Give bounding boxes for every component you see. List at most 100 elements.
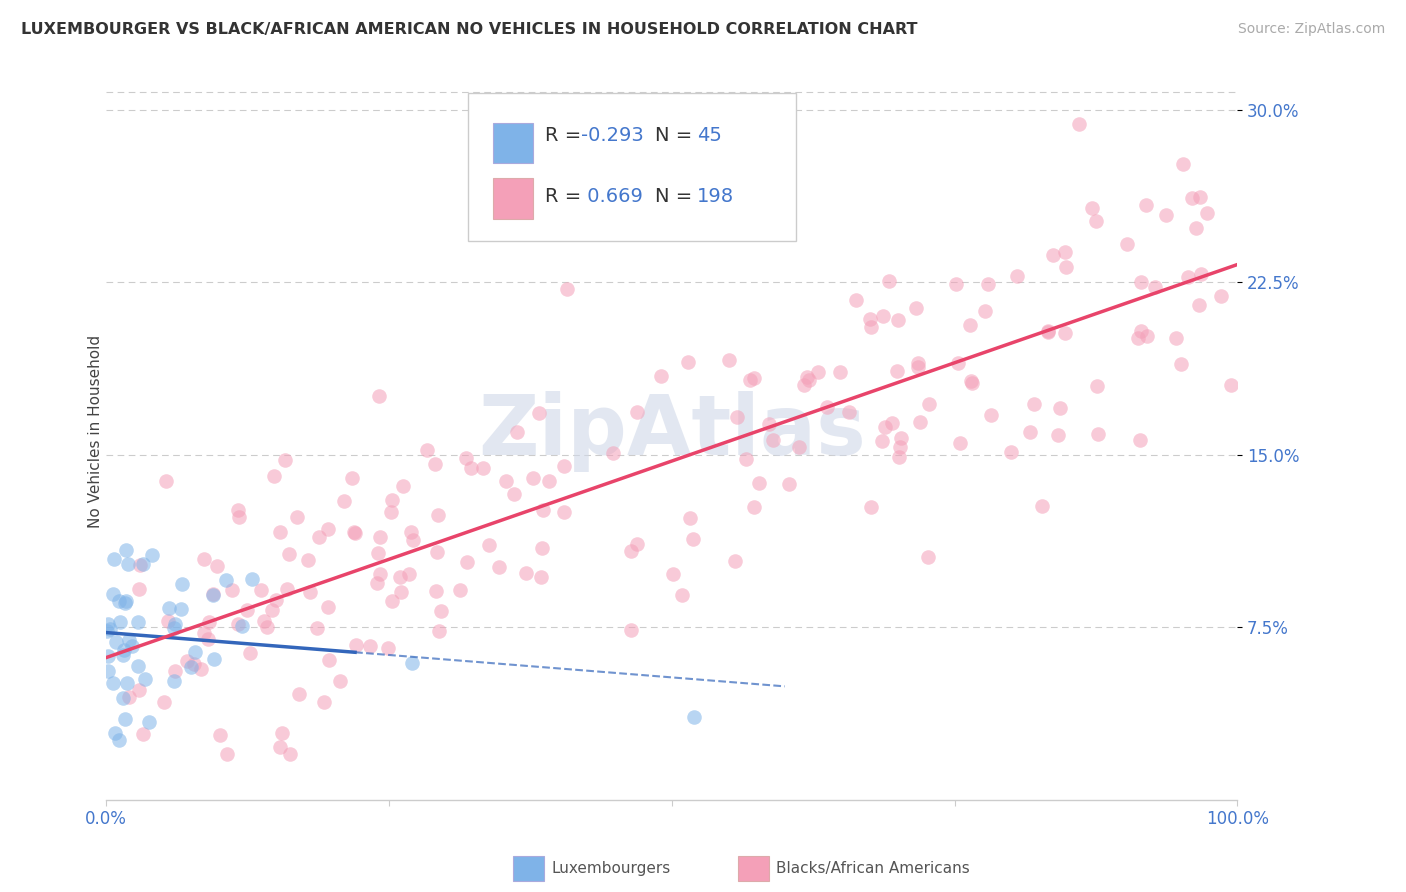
- Point: [1087, 426, 1109, 441]
- Point: [1115, 237, 1137, 252]
- Point: [488, 559, 510, 574]
- Point: [661, 566, 683, 581]
- Point: [368, 566, 391, 581]
- Point: [101, 675, 124, 690]
- Point: [889, 440, 911, 454]
- Point: [381, 594, 404, 608]
- Text: Source: ZipAtlas.com: Source: ZipAtlas.com: [1237, 22, 1385, 37]
- Point: [890, 431, 912, 445]
- Point: [388, 569, 411, 583]
- Point: [278, 747, 301, 761]
- Point: [679, 511, 702, 525]
- Point: [1042, 248, 1064, 262]
- Point: [426, 508, 449, 523]
- Point: [114, 712, 136, 726]
- Point: [917, 549, 939, 564]
- Point: [626, 537, 648, 551]
- Point: [101, 587, 124, 601]
- Point: [948, 436, 970, 450]
- Point: [176, 654, 198, 668]
- Point: [1219, 378, 1241, 392]
- Point: [945, 277, 967, 291]
- Point: [425, 583, 447, 598]
- Point: [1209, 289, 1232, 303]
- Point: [505, 425, 527, 439]
- Point: [1036, 325, 1059, 339]
- Point: [815, 401, 838, 415]
- Text: ZipAtlas: ZipAtlas: [478, 392, 866, 472]
- Point: [201, 587, 224, 601]
- Text: 45: 45: [696, 126, 721, 145]
- Point: [873, 419, 896, 434]
- Point: [859, 312, 882, 326]
- Point: [555, 282, 578, 296]
- Point: [190, 662, 212, 676]
- Point: [318, 600, 340, 615]
- Point: [449, 583, 471, 598]
- Point: [882, 417, 904, 431]
- Point: [159, 601, 181, 615]
- Point: [676, 355, 699, 369]
- Point: [567, 213, 589, 227]
- Point: [368, 530, 391, 544]
- Point: [97, 664, 120, 678]
- Point: [402, 533, 425, 547]
- Point: [1046, 428, 1069, 442]
- Point: [456, 555, 478, 569]
- Point: [1130, 275, 1153, 289]
- Point: [153, 695, 176, 709]
- Point: [671, 588, 693, 602]
- Point: [312, 695, 335, 709]
- Point: [214, 573, 236, 587]
- Point: [1129, 433, 1152, 447]
- Point: [1177, 269, 1199, 284]
- Point: [226, 617, 249, 632]
- Point: [381, 493, 404, 508]
- Point: [758, 417, 780, 432]
- Point: [198, 615, 221, 629]
- Point: [748, 475, 770, 490]
- Point: [333, 493, 356, 508]
- Point: [380, 505, 402, 519]
- Point: [531, 541, 554, 555]
- Point: [270, 726, 292, 740]
- Point: [1126, 331, 1149, 345]
- Point: [329, 673, 352, 688]
- Point: [118, 690, 141, 704]
- Point: [742, 224, 765, 238]
- Point: [305, 621, 328, 635]
- Point: [527, 406, 550, 420]
- Point: [269, 740, 291, 755]
- Point: [228, 509, 250, 524]
- Point: [163, 621, 186, 635]
- Point: [724, 553, 747, 567]
- Point: [1166, 330, 1188, 344]
- Point: [193, 625, 215, 640]
- Text: N =: N =: [655, 187, 699, 206]
- Point: [202, 588, 225, 602]
- Point: [718, 353, 741, 368]
- Point: [1087, 379, 1109, 393]
- Point: [108, 593, 131, 607]
- Point: [918, 397, 941, 411]
- Point: [907, 356, 929, 370]
- Point: [240, 572, 263, 586]
- Point: [104, 635, 127, 649]
- Point: [778, 477, 800, 491]
- Y-axis label: No Vehicles in Household: No Vehicles in Household: [87, 335, 103, 528]
- Point: [273, 453, 295, 467]
- Point: [98, 623, 121, 637]
- Point: [1135, 198, 1157, 212]
- Point: [1189, 267, 1212, 281]
- Point: [742, 500, 765, 514]
- Point: [796, 370, 818, 384]
- Point: [1081, 201, 1104, 215]
- Point: [398, 567, 420, 582]
- Point: [127, 615, 149, 629]
- Point: [236, 603, 259, 617]
- Point: [288, 687, 311, 701]
- Point: [111, 648, 134, 663]
- Point: [170, 577, 193, 591]
- Text: 0.669: 0.669: [581, 187, 643, 206]
- Point: [1171, 157, 1194, 171]
